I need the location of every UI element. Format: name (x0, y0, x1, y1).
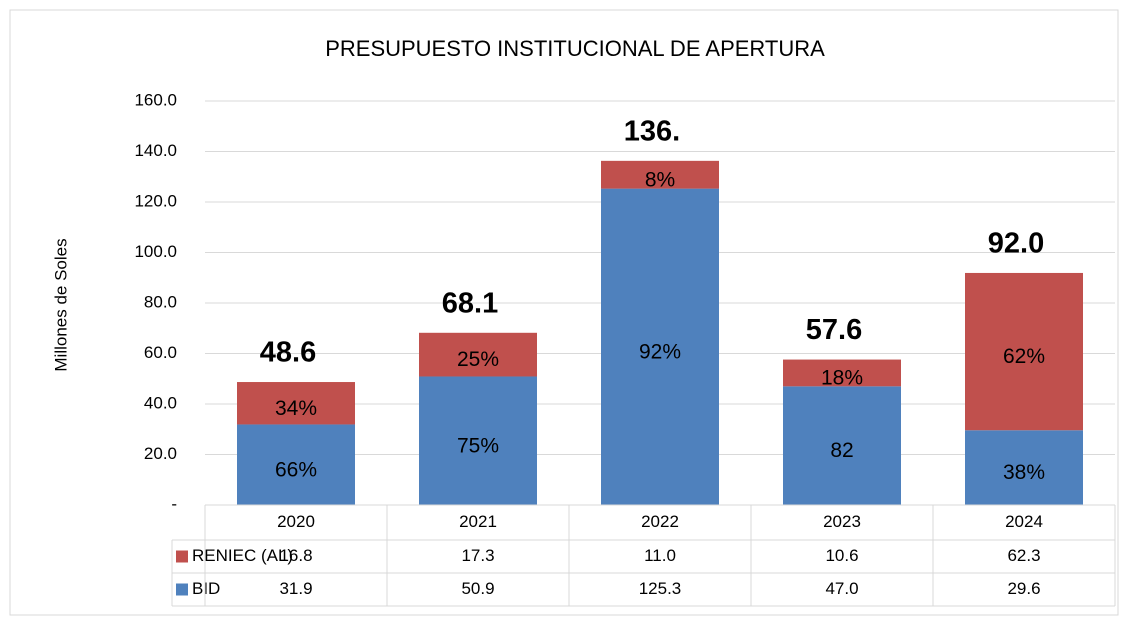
segment-label: 75% (457, 434, 499, 457)
legend-swatch (176, 550, 188, 563)
total-label: 92.0 (988, 228, 1044, 260)
y-tick-label: 60.0 (144, 343, 177, 362)
x-tick-label: 2023 (823, 512, 861, 531)
y-tick-label: 40.0 (144, 393, 177, 412)
total-label: 136. (624, 115, 680, 147)
table-cell: 47.0 (825, 579, 858, 598)
chart-title: PRESUPUESTO INSTITUCIONAL DE APERTURA (325, 36, 825, 61)
bar-segment (419, 376, 537, 505)
legend-label: RENIEC (AL) (192, 546, 293, 565)
table-cell: 62.3 (1007, 546, 1040, 565)
segment-label: 62% (1003, 345, 1045, 368)
table-cell: 16.8 (279, 546, 312, 565)
legend-label: BID (192, 579, 220, 598)
bar-segment (965, 430, 1083, 505)
bar-segment (237, 424, 355, 505)
x-tick-label: 2020 (277, 512, 315, 531)
legend-swatch (176, 583, 188, 596)
x-tick-label: 2024 (1005, 512, 1043, 531)
table-cell: 125.3 (639, 579, 682, 598)
segment-label: 66% (275, 458, 317, 481)
segment-label: 18% (821, 366, 863, 389)
segment-label: 92% (639, 340, 681, 363)
bar-segment (601, 188, 719, 505)
table-cell: 29.6 (1007, 579, 1040, 598)
y-axis-label: Millones de Soles (51, 238, 70, 371)
segment-label: 25% (457, 348, 499, 371)
y-tick-label: 80.0 (144, 292, 177, 311)
y-tick-label: 100.0 (134, 242, 177, 261)
segment-label: 8% (645, 168, 675, 191)
bar-segment (965, 272, 1083, 431)
table-cell: 11.0 (644, 546, 676, 565)
total-label: 57.6 (806, 314, 862, 346)
y-tick-label: 120.0 (134, 191, 177, 210)
bar-segment (783, 359, 901, 387)
segment-label: 82 (830, 439, 853, 462)
table-cell: 10.6 (825, 546, 858, 565)
table-cell: 31.9 (279, 579, 312, 598)
x-tick-label: 2022 (641, 512, 679, 531)
bar-segment (601, 160, 719, 189)
table-cell: 17.3 (461, 546, 494, 565)
bar-segment (783, 386, 901, 505)
x-tick-label: 2021 (459, 512, 497, 531)
segment-label: 34% (275, 397, 317, 420)
bar-segment (419, 332, 537, 377)
segment-label: 38% (1003, 461, 1045, 484)
y-tick-label: 20.0 (144, 444, 177, 463)
y-tick-label: 140.0 (134, 141, 177, 160)
y-tick-label: 160.0 (134, 90, 177, 109)
table-cell: 50.9 (461, 579, 494, 598)
y-tick-label: - (171, 494, 177, 513)
total-label: 48.6 (260, 337, 316, 369)
bar-segment (237, 382, 355, 425)
total-label: 68.1 (442, 287, 498, 319)
